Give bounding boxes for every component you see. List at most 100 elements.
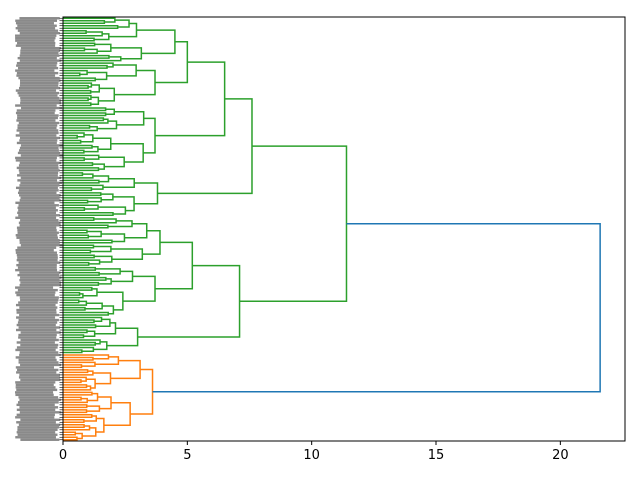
green-upper-b-link: [63, 197, 102, 203]
leaf-label: [17, 29, 59, 32]
orange-lower-link: [63, 397, 88, 404]
leaf-label: [15, 159, 57, 162]
green-upper-a2-link: [63, 112, 107, 117]
green-lower-a2-link: [63, 293, 84, 299]
leaf-label: [19, 283, 62, 287]
green-upper-a1a-link: [63, 47, 86, 52]
leaf-label: [20, 298, 59, 302]
leaf-label: [18, 169, 60, 172]
green-upper-b-link: [92, 175, 110, 183]
leaf-label: [15, 386, 56, 389]
leaf-label: [19, 146, 59, 150]
green-upper-a2-link: [63, 144, 93, 149]
green-upper-b-link: [63, 192, 102, 197]
leaf-label: [17, 191, 57, 195]
leaf-label: [18, 376, 60, 379]
leaf-label: [20, 46, 62, 50]
green-lower-a1-link: [63, 229, 88, 234]
leaf-label: [17, 114, 59, 117]
leaf-label: [17, 426, 60, 429]
leaf-label: [17, 273, 60, 277]
leaf-label: [20, 338, 59, 342]
leaf-label: [18, 164, 59, 167]
leaf-label: [20, 196, 60, 200]
leaf-label: [19, 373, 61, 377]
x-tick-label: 0: [59, 448, 67, 463]
green-lower-b-link: [63, 324, 97, 329]
green-lower-b-link: [95, 318, 111, 328]
leaf-label: [17, 321, 58, 324]
leaf-label: [17, 91, 60, 95]
x-tick-label: 10: [303, 448, 320, 463]
leaf-label: [16, 71, 59, 75]
green-upper-a1b-link: [90, 84, 101, 93]
leaf-label: [16, 316, 56, 319]
green-upper-a1b-link: [63, 97, 89, 102]
leaf-label: [15, 328, 57, 332]
x-axis: 0 5 10 15 20: [59, 441, 569, 463]
leaf-label: [16, 258, 58, 262]
green-upper-a2-link: [63, 107, 107, 112]
leaf-label: [18, 121, 60, 125]
leaf-label: [17, 246, 57, 249]
leaf-label: [19, 84, 59, 87]
green-upper-a2-link: [63, 167, 100, 172]
green-lower-a1-link: [63, 244, 95, 249]
green-lower-a2-link: [82, 288, 98, 297]
green-lower-a2-link: [63, 266, 97, 271]
green-upper-a2-link: [63, 134, 78, 139]
green-lower-b-link: [63, 341, 96, 346]
leaf-label: [15, 111, 55, 115]
leaf-label: [17, 151, 60, 155]
leaf-label: [17, 41, 56, 45]
leaf-label: [16, 141, 57, 145]
leaf-label: [16, 226, 57, 229]
leaf-label: [17, 174, 58, 177]
leaf-label: [16, 408, 56, 412]
leaf-label: [19, 353, 61, 357]
leaf-label: [17, 401, 59, 404]
leaf-label: [19, 406, 59, 409]
x-tick-label: 15: [428, 448, 445, 463]
green-upper-link: [157, 98, 253, 195]
leaf-label: [15, 156, 57, 160]
leaf-label: [20, 101, 62, 105]
leaf-label: [16, 311, 57, 314]
orange-upper-link: [63, 379, 82, 384]
leaf-label: [15, 27, 56, 30]
leaf-label: [19, 278, 60, 282]
green-upper-a1a-link: [63, 17, 116, 23]
leaf-label: [17, 66, 59, 70]
leaf-label: [15, 268, 58, 272]
green-lower-a2-link: [95, 268, 121, 275]
green-lower-a1-link: [94, 255, 113, 263]
leaf-label: [18, 94, 58, 97]
leaf-label: [19, 139, 58, 142]
leaf-label: [16, 109, 56, 112]
leaf-label: [15, 286, 54, 289]
leaf-label: [15, 234, 58, 237]
leaf-labels: [15, 17, 63, 441]
orange-lower-link: [63, 436, 78, 441]
leaf-label: [15, 251, 57, 254]
leaf-label: [16, 74, 56, 77]
green-lower-a1-link: [142, 229, 161, 255]
green-upper-a1b-link: [63, 102, 92, 107]
leaf-label: [15, 416, 55, 419]
leaf-label: [18, 221, 61, 224]
leaf-label: [16, 388, 58, 392]
root-link: [152, 222, 601, 393]
leaf-label: [15, 186, 58, 190]
leaf-label: [15, 366, 55, 369]
leaf-label: [17, 124, 58, 127]
leaf-label: [20, 244, 63, 247]
leaf-label: [15, 383, 54, 387]
leaf-label: [18, 261, 61, 264]
orange-lower-link: [63, 425, 91, 431]
leaf-label: [16, 166, 59, 170]
leaf-label: [17, 433, 58, 436]
leaf-label: [18, 336, 57, 339]
leaf-label: [16, 341, 55, 344]
leaf-label: [15, 356, 56, 359]
green-lower-a2-link: [63, 299, 80, 304]
